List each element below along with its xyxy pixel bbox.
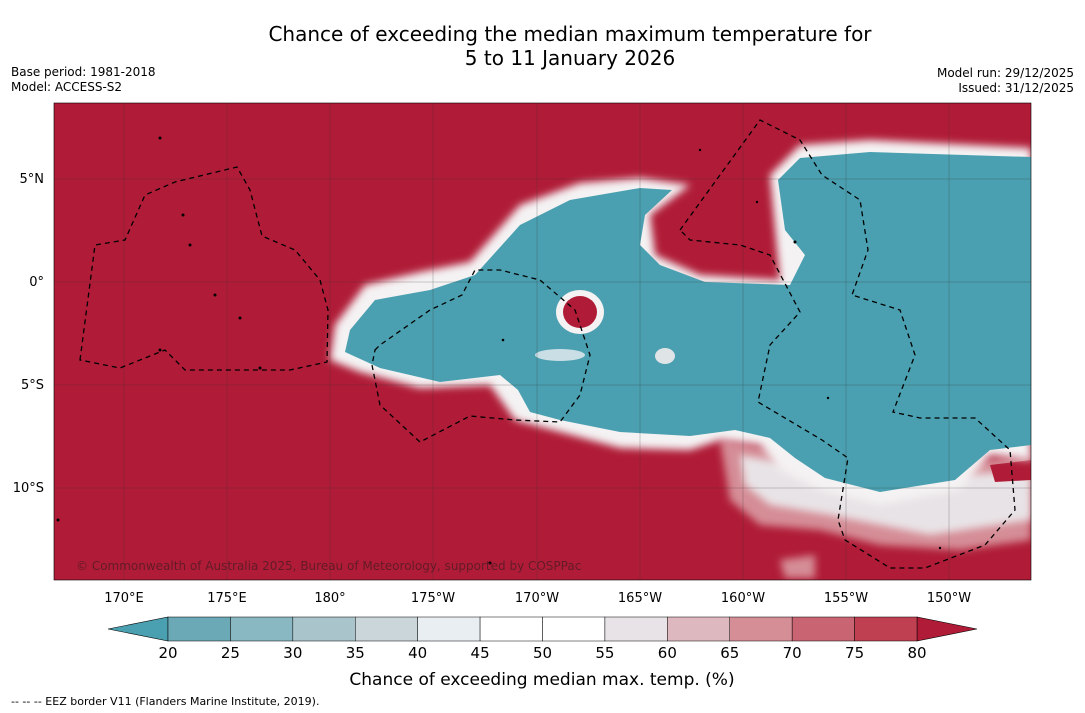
lat-label-0: 0° bbox=[29, 275, 44, 290]
map-graticule bbox=[54, 103, 1031, 580]
chart-title: Chance of exceeding the median maximum t… bbox=[0, 22, 1085, 70]
light-streak bbox=[535, 349, 585, 361]
lat-label-10s: 10°S bbox=[13, 481, 44, 496]
title-line-2: 5 to 11 January 2026 bbox=[464, 46, 676, 70]
colorbar-segment bbox=[667, 616, 730, 642]
colorbar-tick-65: 65 bbox=[720, 644, 739, 662]
lon-label-175w: 175°W bbox=[411, 591, 455, 606]
colorbar-title: Chance of exceeding median max. temp. (%… bbox=[349, 670, 734, 690]
lon-label-170w: 170°W bbox=[515, 591, 559, 606]
colorbar-above-arrow bbox=[916, 616, 978, 642]
meta-right: Model run: 29/12/2025 Issued: 31/12/2025 bbox=[937, 66, 1074, 96]
colorbar-segment bbox=[292, 616, 356, 642]
lon-label-180: 180° bbox=[314, 591, 345, 606]
colorbar-segment bbox=[542, 616, 606, 642]
latitude-labels: 5°N 0° 5°S 10°S bbox=[13, 172, 44, 496]
colorbar-segment bbox=[417, 616, 481, 642]
lon-label-165w: 165°W bbox=[618, 591, 662, 606]
colorbar-segment bbox=[604, 616, 668, 642]
colorbar-tick-35: 35 bbox=[346, 644, 365, 662]
issued-date: Issued: 31/12/2025 bbox=[958, 81, 1074, 95]
colorbar-segment bbox=[167, 616, 231, 642]
small-light-patch bbox=[655, 348, 675, 364]
teal-low-probability-region bbox=[345, 152, 1031, 492]
eez-legend-note: -- -- -- EEZ border V11 (Flanders Marine… bbox=[11, 695, 320, 708]
colorbar-tick-60: 60 bbox=[658, 644, 677, 662]
colorbar-tick-50: 50 bbox=[533, 644, 552, 662]
longitude-labels: 170°E 175°E 180° 175°W 170°W 165°W 160°W… bbox=[104, 591, 971, 606]
base-period: Base period: 1981-2018 bbox=[11, 65, 156, 79]
colorbar-tick-25: 25 bbox=[221, 644, 240, 662]
colorbar-segment bbox=[230, 616, 294, 642]
colorbar-tick-45: 45 bbox=[471, 644, 490, 662]
lat-label-5n: 5°N bbox=[20, 172, 45, 187]
lat-label-5s: 5°S bbox=[21, 378, 44, 393]
model-run: Model run: 29/12/2025 bbox=[936, 66, 1074, 80]
lon-label-150w: 150°W bbox=[927, 591, 971, 606]
colorbar: 20 25 30 35 40 45 50 55 60 65 70 75 80 Chance of exc… bbox=[107, 616, 978, 690]
colorbar-tick-30: 30 bbox=[283, 644, 302, 662]
colorbar-segment bbox=[355, 616, 418, 642]
title-line-1: Chance of exceeding the median maximum t… bbox=[268, 22, 872, 46]
colorbar-tick-80: 80 bbox=[907, 644, 926, 662]
colorbar-below-arrow bbox=[107, 616, 169, 642]
colorbar-tick-20: 20 bbox=[158, 644, 177, 662]
colorbar-tick-40: 40 bbox=[408, 644, 427, 662]
map-area: © Commonwealth of Australia 2025, Bureau… bbox=[54, 103, 1031, 580]
meta-left: Base period: 1981-2018 Model: ACCESS-S2 bbox=[11, 65, 156, 95]
model-name: Model: ACCESS-S2 bbox=[11, 80, 123, 94]
colorbar-segment bbox=[729, 616, 793, 642]
red-hotspot-core bbox=[563, 296, 597, 328]
colorbar-segment bbox=[479, 616, 543, 642]
lon-label-155w: 155°W bbox=[824, 591, 868, 606]
colorbar-tick-labels: 20 25 30 35 40 45 50 55 60 65 70 75 80 bbox=[158, 644, 926, 662]
colorbar-segment bbox=[854, 616, 918, 642]
island-specks bbox=[56, 136, 942, 565]
colorbar-segment bbox=[791, 616, 855, 642]
colorbar-tick-75: 75 bbox=[845, 644, 864, 662]
map-frame bbox=[53, 102, 1032, 581]
lon-label-170e: 170°E bbox=[104, 591, 144, 606]
lon-label-160w: 160°W bbox=[721, 591, 765, 606]
colorbar-segments bbox=[167, 616, 918, 642]
colorbar-tick-70: 70 bbox=[783, 644, 802, 662]
eez-borders bbox=[79, 119, 1016, 569]
copyright-notice: © Commonwealth of Australia 2025, Bureau… bbox=[76, 559, 581, 573]
lon-label-175e: 175°E bbox=[207, 591, 247, 606]
colorbar-tick-55: 55 bbox=[595, 644, 614, 662]
